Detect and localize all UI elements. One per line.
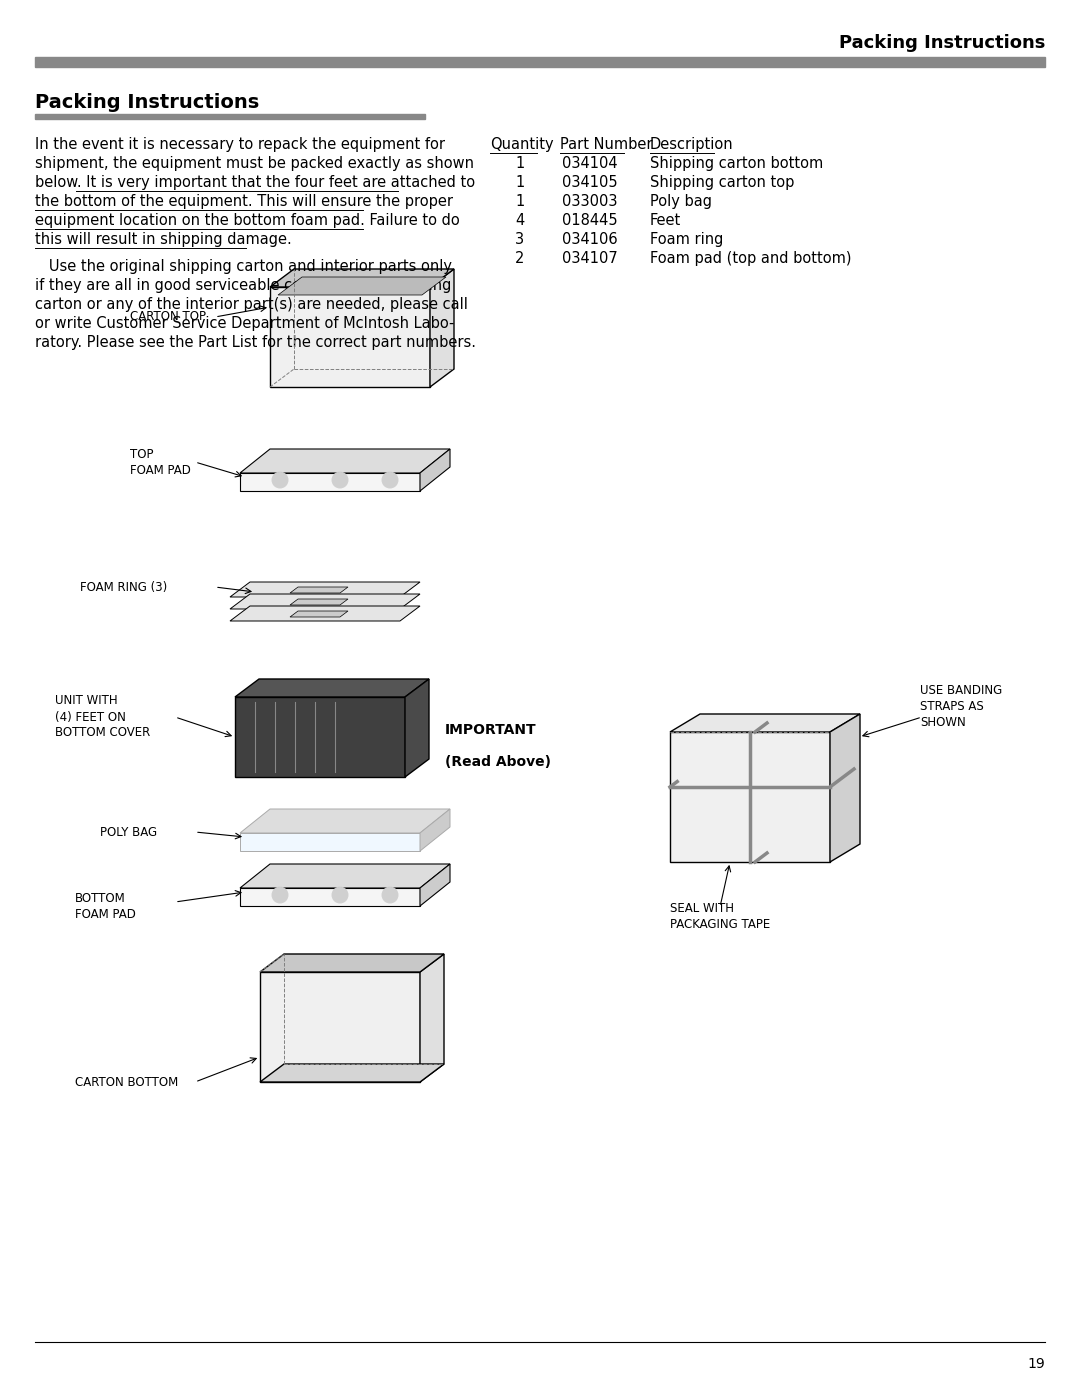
Text: Foam pad (top and bottom): Foam pad (top and bottom) xyxy=(650,251,851,265)
Text: Poly bag: Poly bag xyxy=(650,194,712,210)
Text: 034107: 034107 xyxy=(562,251,618,265)
Text: 1: 1 xyxy=(515,194,525,210)
Polygon shape xyxy=(270,270,454,286)
Text: 034105: 034105 xyxy=(563,175,618,190)
Text: CARTON BOTTOM: CARTON BOTTOM xyxy=(75,1076,178,1088)
Polygon shape xyxy=(240,809,450,833)
Text: IMPORTANT: IMPORTANT xyxy=(445,724,537,738)
Polygon shape xyxy=(291,587,348,592)
Bar xyxy=(35,57,1045,67)
Text: 033003: 033003 xyxy=(563,194,618,210)
Text: FOAM RING (3): FOAM RING (3) xyxy=(80,581,167,594)
Circle shape xyxy=(272,472,288,488)
Polygon shape xyxy=(240,888,420,907)
Text: Shipping carton bottom: Shipping carton bottom xyxy=(650,156,823,170)
Polygon shape xyxy=(260,954,444,972)
Text: Part Number: Part Number xyxy=(561,137,652,152)
Text: Packing Instructions: Packing Instructions xyxy=(35,94,259,112)
Text: USE BANDING
STRAPS AS
SHOWN: USE BANDING STRAPS AS SHOWN xyxy=(920,685,1002,729)
Text: Description: Description xyxy=(650,137,733,152)
Polygon shape xyxy=(240,833,420,851)
Text: shipment, the equipment must be packed exactly as shown: shipment, the equipment must be packed e… xyxy=(35,156,474,170)
Polygon shape xyxy=(420,809,450,851)
Text: UNIT WITH
(4) FEET ON
BOTTOM COVER: UNIT WITH (4) FEET ON BOTTOM COVER xyxy=(55,694,150,739)
Text: Feet: Feet xyxy=(650,212,681,228)
Text: TOP
FOAM PAD: TOP FOAM PAD xyxy=(130,447,191,476)
Polygon shape xyxy=(235,679,429,697)
Polygon shape xyxy=(260,972,420,1083)
Text: 2: 2 xyxy=(515,251,525,265)
Circle shape xyxy=(272,887,288,902)
Text: or write Customer Service Department of McIntosh Labo-: or write Customer Service Department of … xyxy=(35,316,455,331)
Polygon shape xyxy=(430,270,454,387)
Text: equipment location on the bottom foam pad. Failure to do: equipment location on the bottom foam pa… xyxy=(35,212,460,228)
Polygon shape xyxy=(291,599,348,605)
Polygon shape xyxy=(230,594,420,609)
Polygon shape xyxy=(260,1065,444,1083)
Polygon shape xyxy=(831,714,860,862)
Text: 034104: 034104 xyxy=(563,156,618,170)
Polygon shape xyxy=(240,448,450,474)
Text: CARTON TOP: CARTON TOP xyxy=(130,310,206,324)
Text: 4: 4 xyxy=(515,212,525,228)
Polygon shape xyxy=(670,732,831,862)
Polygon shape xyxy=(420,863,450,907)
Text: 034106: 034106 xyxy=(563,232,618,247)
Text: 1: 1 xyxy=(515,156,525,170)
Polygon shape xyxy=(240,863,450,888)
Polygon shape xyxy=(240,474,420,490)
Polygon shape xyxy=(420,954,444,1083)
Text: ratory. Please see the Part List for the correct part numbers.: ratory. Please see the Part List for the… xyxy=(35,335,476,351)
Text: the bottom of the equipment. This will ensure the proper: the bottom of the equipment. This will e… xyxy=(35,194,453,210)
Text: 3: 3 xyxy=(515,232,525,247)
Polygon shape xyxy=(420,448,450,490)
Text: (Read Above): (Read Above) xyxy=(445,754,551,768)
Circle shape xyxy=(332,887,348,902)
Text: POLY BAG: POLY BAG xyxy=(100,826,157,838)
Text: Foam ring: Foam ring xyxy=(650,232,724,247)
Polygon shape xyxy=(230,606,420,622)
Text: if they are all in good serviceable condition. If a shipping: if they are all in good serviceable cond… xyxy=(35,278,451,293)
Text: below. It is very important that the four feet are attached to: below. It is very important that the fou… xyxy=(35,175,475,190)
Text: Use the original shipping carton and interior parts only: Use the original shipping carton and int… xyxy=(35,258,453,274)
Text: 19: 19 xyxy=(1027,1356,1045,1370)
Text: In the event it is necessary to repack the equipment for: In the event it is necessary to repack t… xyxy=(35,137,445,152)
Text: Packing Instructions: Packing Instructions xyxy=(839,34,1045,52)
Circle shape xyxy=(332,472,348,488)
Polygon shape xyxy=(278,277,446,295)
Polygon shape xyxy=(405,679,429,777)
Bar xyxy=(35,115,426,119)
Circle shape xyxy=(382,887,399,902)
Text: 1: 1 xyxy=(515,175,525,190)
Text: SEAL WITH
PACKAGING TAPE: SEAL WITH PACKAGING TAPE xyxy=(670,902,770,932)
Text: carton or any of the interior part(s) are needed, please call: carton or any of the interior part(s) ar… xyxy=(35,298,468,312)
Text: this will result in shipping damage.: this will result in shipping damage. xyxy=(35,232,292,247)
Text: BOTTOM
FOAM PAD: BOTTOM FOAM PAD xyxy=(75,893,136,922)
Polygon shape xyxy=(270,286,430,387)
Text: Shipping carton top: Shipping carton top xyxy=(650,175,795,190)
Text: Quantity: Quantity xyxy=(490,137,554,152)
Polygon shape xyxy=(235,697,405,777)
Polygon shape xyxy=(670,714,860,732)
Polygon shape xyxy=(291,610,348,617)
Text: 018445: 018445 xyxy=(563,212,618,228)
Polygon shape xyxy=(230,583,420,597)
Circle shape xyxy=(382,472,399,488)
